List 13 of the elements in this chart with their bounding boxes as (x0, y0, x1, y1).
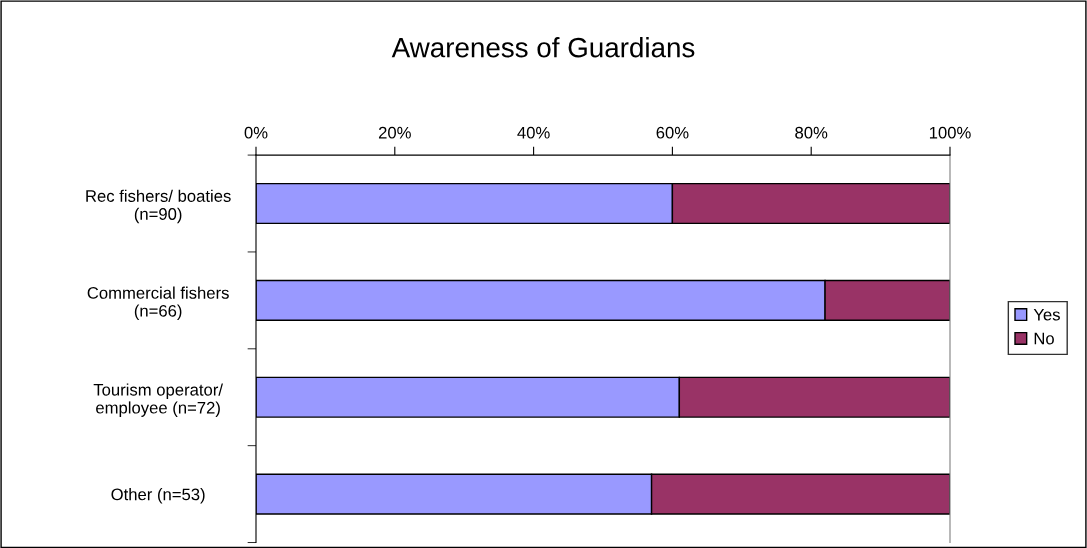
x-tick-label: 60% (656, 126, 689, 139)
x-tick-label: 20% (378, 126, 411, 139)
chart-title: Awareness of Guardians (391, 37, 695, 58)
x-tick-label: 80% (795, 126, 828, 139)
x-tick-label: 100% (929, 126, 971, 139)
y-tick-label: Other (n=53) (111, 488, 205, 504)
y-tick-label: Tourism operator/ employee (n=72) (93, 383, 223, 417)
y-tick-label: Commercial fishers (n=66) (87, 286, 229, 321)
x-tick-label: 0% (244, 126, 268, 139)
y-tick-label: Rec fishers/ boaties (n=90) (86, 189, 231, 224)
x-tick-label: 40% (517, 126, 550, 139)
legend-label: Yes (1033, 308, 1060, 321)
legend-label: No (1034, 332, 1054, 345)
